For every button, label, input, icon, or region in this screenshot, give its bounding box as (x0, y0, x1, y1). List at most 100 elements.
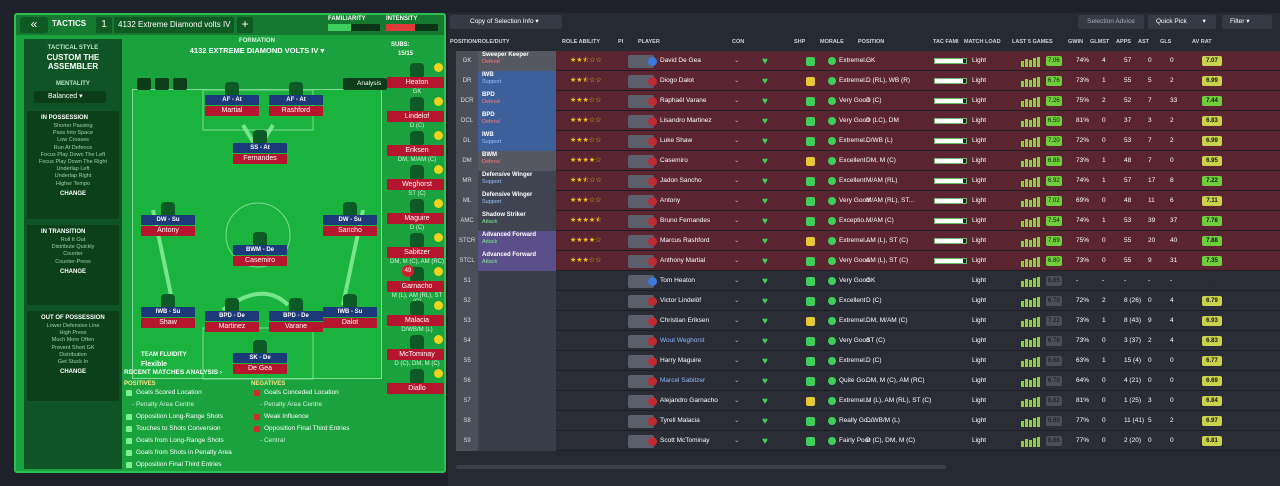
horizontal-scrollbar[interactable] (456, 465, 946, 469)
column-header[interactable]: TAC FAMI (933, 39, 959, 45)
player-shirt-icon[interactable] (253, 130, 267, 144)
chevron-down-icon[interactable]: ⌄ (734, 57, 740, 64)
player-name-button[interactable]: Varane (269, 322, 323, 332)
pi-icon[interactable] (628, 275, 654, 288)
add-tactic-button[interactable]: + (237, 17, 253, 33)
in-transition-change-button[interactable]: CHANGE (59, 268, 86, 275)
player-name[interactable]: Antony (660, 197, 681, 204)
player-shirt-icon[interactable] (225, 298, 239, 312)
chevron-down-icon[interactable]: ⌄ (734, 117, 740, 124)
table-row[interactable]: S1 Tom Heaton ⌄ ♥ Very Good GK Light 6.85 - - - - - - (456, 271, 1280, 291)
role-duty-cell[interactable]: IWB Support (478, 71, 556, 91)
sub-player-button[interactable]: McTominay (387, 349, 444, 360)
player-name-button[interactable]: De Gea (233, 364, 287, 374)
pi-icon[interactable] (628, 135, 654, 148)
sub-instruction-icon[interactable] (434, 165, 443, 174)
player-name[interactable]: Marcel Sabitzer (660, 377, 706, 384)
chevron-down-icon[interactable]: ⌄ (734, 417, 740, 424)
player-name-button[interactable]: Dalot (323, 318, 377, 328)
out-possession-change-button[interactable]: CHANGE (59, 369, 86, 376)
role-duty-cell[interactable]: Advanced Forward Attack (478, 231, 556, 251)
player-shirt-icon[interactable] (253, 340, 267, 354)
player-name-button[interactable]: Martinez (205, 322, 259, 332)
column-header[interactable]: GLS (1160, 39, 1172, 45)
pi-icon[interactable] (628, 195, 654, 208)
player-shirt-icon[interactable] (161, 294, 175, 308)
sub-shirt-icon[interactable] (410, 301, 424, 315)
table-row[interactable]: DCR BPD Defend ★★★☆☆ Raphaël Varane ⌄ ♥ Very Go… (456, 91, 1280, 111)
sub-shirt-icon[interactable] (410, 369, 424, 383)
player-name-button[interactable]: Martial (205, 106, 259, 116)
table-row[interactable]: STCL Advanced Forward Attack ★★★☆☆ Anthony M… (456, 251, 1280, 271)
player-name[interactable]: Alejandro Garnacho (660, 397, 718, 404)
pi-icon[interactable] (628, 395, 654, 408)
tactical-style-name[interactable]: CUSTOM THE ASSEMBLER (46, 53, 100, 71)
player-name-button[interactable]: Sancho (323, 226, 377, 236)
sub-instruction-icon[interactable] (434, 97, 443, 106)
pi-icon[interactable] (628, 175, 654, 188)
chevron-down-icon[interactable]: ⌄ (734, 257, 740, 264)
column-header[interactable]: ROLE ABILITY (562, 39, 600, 45)
role-duty-cell[interactable]: Defensive Winger Support (478, 171, 556, 191)
recent-analysis-link[interactable]: RECENT MATCHES ANALYSIS › (124, 369, 222, 376)
player-shirt-icon[interactable] (289, 298, 303, 312)
pi-icon[interactable] (628, 95, 654, 108)
column-header[interactable]: SHP (794, 39, 806, 45)
table-row[interactable]: S3 Christian Eriksen ⌄ ♥ Extremel... DM, M/AM… (456, 311, 1280, 331)
chevron-down-icon[interactable]: ⌄ (734, 297, 740, 304)
player-name[interactable]: Lisandro Martinez (660, 117, 712, 124)
sub-player-button[interactable]: Diallo (387, 383, 444, 394)
stats-view-icon[interactable] (155, 78, 169, 90)
pi-icon[interactable] (628, 75, 654, 88)
table-row[interactable]: S7 Alejandro Garnacho ⌄ ♥ Extremel... M (L), … (456, 391, 1280, 411)
player-name[interactable]: Raphaël Varane (660, 97, 707, 104)
sub-shirt-icon[interactable] (410, 165, 424, 179)
list-view-icon[interactable] (173, 78, 187, 90)
tactic-name-dropdown[interactable]: 4132 Extreme Diamond volts IV (114, 17, 234, 33)
column-header[interactable]: CON (732, 39, 745, 45)
player-name[interactable]: Luke Shaw (660, 137, 693, 144)
player-name[interactable]: Christian Eriksen (660, 317, 710, 324)
player-shirt-icon[interactable] (289, 82, 303, 96)
pi-icon[interactable] (628, 255, 654, 268)
player-shirt-icon[interactable] (343, 202, 357, 216)
table-row[interactable]: S2 Victor Lindelöf ⌄ ♥ Excellent D (C) Light 6.… (456, 291, 1280, 311)
pi-icon[interactable] (628, 55, 654, 68)
sub-instruction-icon[interactable] (434, 233, 443, 242)
column-header[interactable]: GLMST (1090, 39, 1110, 45)
player-name[interactable]: Diogo Dalot (660, 77, 694, 84)
column-header[interactable]: POSITION (858, 39, 885, 45)
sub-instruction-icon[interactable] (434, 199, 443, 208)
player-name[interactable]: Jadon Sancho (660, 177, 702, 184)
column-header[interactable]: AST (1138, 39, 1149, 45)
column-header[interactable]: PI (618, 39, 624, 45)
player-name[interactable]: Scott McTominay (660, 437, 710, 444)
table-row[interactable]: S4 Wout Weghorst ⌄ ♥ Very Good ST (C) Light 6.7… (456, 331, 1280, 351)
player-name[interactable]: Victor Lindelöf (660, 297, 702, 304)
player-name-button[interactable]: Antony (141, 226, 195, 236)
sub-shirt-icon[interactable] (410, 199, 424, 213)
sub-instruction-icon[interactable] (434, 267, 443, 276)
player-name-button[interactable]: Rashford (269, 106, 323, 116)
sub-player-button[interactable]: Eriksen (387, 145, 444, 156)
quick-pick-button[interactable]: Quick Pick ▾ (1148, 15, 1216, 29)
table-row[interactable]: DR IWB Support ★★⯪☆☆ Diogo Dalot ⌄ ♥ Extremel..… (456, 71, 1280, 91)
role-duty-cell[interactable]: Shadow Striker Attack (478, 211, 556, 231)
view-dropdown[interactable]: Copy of Selection Info ▾ (450, 15, 562, 29)
pi-icon[interactable] (628, 335, 654, 348)
chevron-down-icon[interactable]: ⌄ (734, 377, 740, 384)
table-row[interactable]: S5 Harry Maguire ⌄ ♥ Extremel... D (C) Light 6.… (456, 351, 1280, 371)
player-name[interactable]: Tom Heaton (660, 277, 696, 284)
chevron-down-icon[interactable]: ⌄ (734, 137, 740, 144)
sub-player-button[interactable]: Weghorst (387, 179, 444, 190)
table-row[interactable]: GK Sweeper Keeper Defend ★★⯪☆☆ David De Gea ⌄… (456, 51, 1280, 71)
chevron-down-icon[interactable]: ⌄ (734, 177, 740, 184)
table-row[interactable]: S9 Scott McTominay ⌄ ♥ Fairly Poor D (C), DM,… (456, 431, 1280, 451)
formation-name[interactable]: 4132 EXTREME DIAMOND VOLTS IV ▾ (132, 46, 382, 55)
player-name[interactable]: Harry Maguire (660, 357, 702, 364)
chevron-down-icon[interactable]: ⌄ (734, 277, 740, 284)
tactic-slot[interactable]: 1 (96, 17, 112, 33)
sub-player-button[interactable]: Garnacho (387, 281, 444, 292)
column-header[interactable]: MATCH LOAD (964, 39, 1001, 45)
table-row[interactable]: S6 Marcel Sabitzer ⌄ ♥ Quite Go... DM, M (C),… (456, 371, 1280, 391)
